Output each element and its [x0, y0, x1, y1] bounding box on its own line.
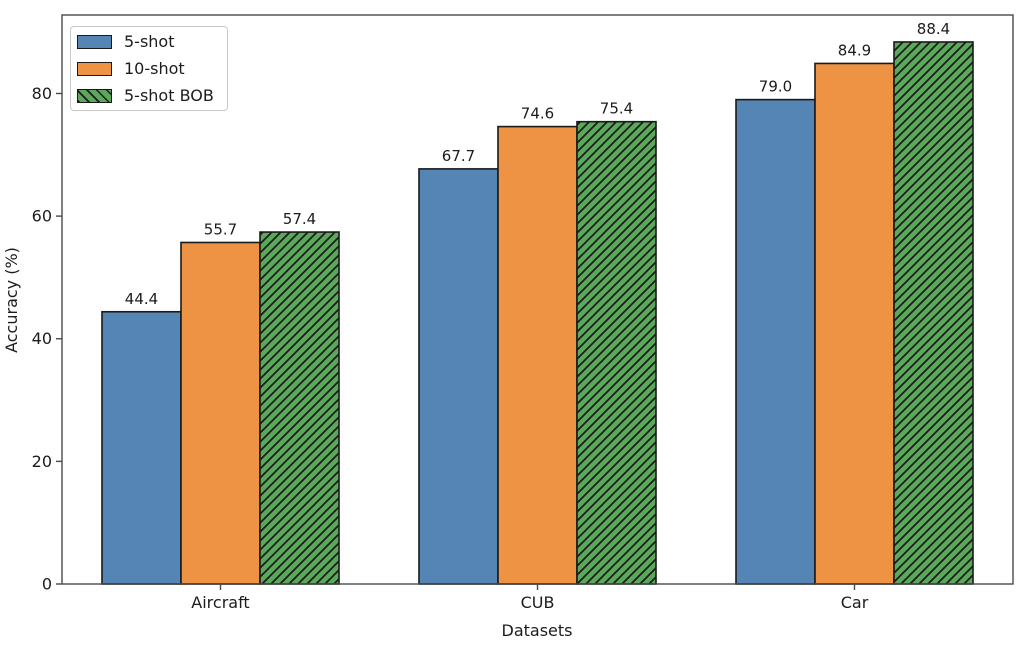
- x-tick-label-aircraft: Aircraft: [191, 593, 249, 612]
- ticks-layer: 0 20 40 60 80 Aircraft CUB Car: [32, 84, 869, 612]
- bars-layer: 44.4 67.7 79.0 55.7 74.6 84.9 57.4 75.4 88.4: [101, 20, 974, 585]
- y-tick-label-20: 20: [32, 452, 52, 471]
- legend-item-5-shot: 5-shot: [77, 31, 217, 51]
- bar-5-shot-aircraft: [101, 310, 182, 585]
- y-tick-label-80: 80: [32, 84, 52, 103]
- legend-label-10-shot: 10-shot: [124, 58, 185, 78]
- y-tick-label-0: 0: [42, 575, 52, 594]
- y-tick-label-40: 40: [32, 329, 52, 348]
- value-label-10-shot-cub: 74.6: [521, 105, 554, 123]
- bar-5-shot-cub: [418, 168, 499, 585]
- bar-5-shot-car: [735, 98, 816, 585]
- value-label-5-shot-bob-cub: 75.4: [600, 100, 633, 118]
- value-label-5-shot-cub: 67.7: [442, 147, 475, 165]
- legend-label-5-shot: 5-shot: [124, 31, 175, 51]
- plot-frame: [61, 14, 1014, 585]
- x-axis-label: Datasets: [502, 621, 573, 640]
- legend-swatch-10-shot: [77, 61, 112, 76]
- y-axis-label: Accuracy (%): [2, 247, 21, 353]
- bar-5-shot-bob-cub: [576, 120, 657, 585]
- value-label-5-shot-bob-car: 88.4: [917, 20, 950, 38]
- value-label-5-shot-aircraft: 44.4: [125, 290, 158, 308]
- legend: 5-shot 10-shot 5-shot BOB: [70, 26, 228, 111]
- bar-10-shot-car: [814, 62, 895, 585]
- value-label-10-shot-car: 84.9: [838, 41, 871, 59]
- x-tick-label-cub: CUB: [521, 593, 555, 612]
- legend-item-5-shot-bob: 5-shot BOB: [77, 85, 217, 105]
- bar-10-shot-cub: [497, 125, 578, 585]
- legend-item-10-shot: 10-shot: [77, 58, 217, 78]
- legend-label-5-shot-bob: 5-shot BOB: [124, 85, 214, 105]
- y-tick-label-60: 60: [32, 207, 52, 226]
- legend-swatch-5-shot: [77, 34, 112, 49]
- bar-5-shot-bob-aircraft: [259, 231, 340, 585]
- value-label-5-shot-car: 79.0: [759, 78, 792, 96]
- bar-10-shot-aircraft: [180, 241, 261, 585]
- bar-5-shot-bob-car: [893, 41, 974, 585]
- x-tick-label-car: Car: [841, 593, 869, 612]
- value-label-5-shot-bob-aircraft: 57.4: [283, 210, 316, 228]
- value-label-10-shot-aircraft: 55.7: [204, 220, 237, 238]
- legend-swatch-5-shot-bob: [77, 88, 112, 103]
